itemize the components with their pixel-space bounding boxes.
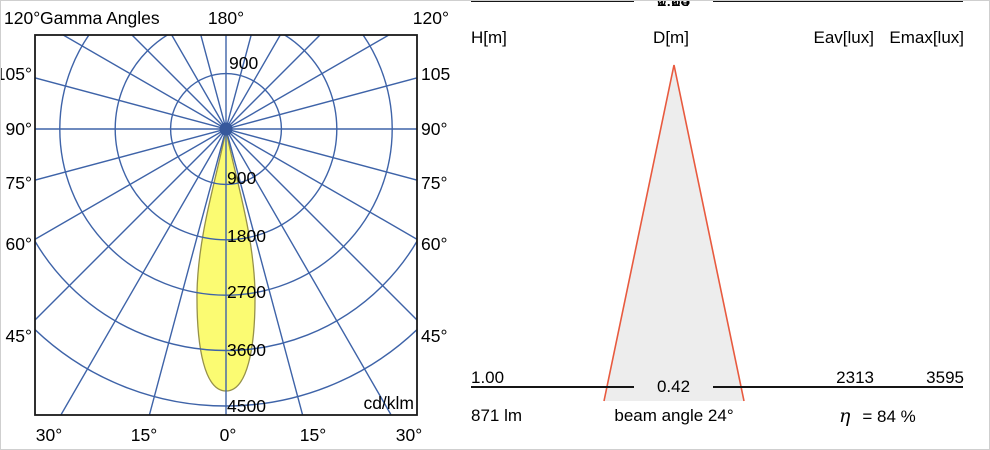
luminous-flux: 871 lm <box>471 406 523 425</box>
diameter-value: 0.42 <box>656 377 691 396</box>
gamma-label-right: 105° <box>421 64 451 84</box>
diameter-value: 0.84 <box>656 0 691 10</box>
ring-value: 900 <box>227 168 256 188</box>
gamma-corner-right: 120° <box>413 8 449 28</box>
beam-cone-edges <box>603 64 745 402</box>
plot-border <box>34 34 418 416</box>
diameter-value: 2.10 <box>656 0 691 10</box>
gamma-label-bottom: 0° <box>220 425 237 445</box>
diagram-title: Gamma Angles <box>40 8 160 28</box>
polar-diagram: 120° Gamma Angles 180° 120° 105° 90° 75°… <box>1 8 451 445</box>
diameter-value: 1.26 <box>656 0 691 10</box>
gamma-label-right: 45° <box>421 326 447 346</box>
polar-grid-rings <box>35 35 417 407</box>
beam-angle-label: beam angle 24° <box>614 406 734 425</box>
col-header-eav: Eav[lux] <box>813 28 874 47</box>
eta-symbol: η <box>839 405 851 427</box>
gamma-label-left: 105° <box>1 64 32 84</box>
col-header-height: H[m] <box>471 28 507 47</box>
ring-value-top: 900 <box>229 53 258 73</box>
row-line <box>713 1 963 2</box>
gamma-top-center: 180° <box>208 8 244 28</box>
row-line <box>713 386 963 388</box>
gamma-label-left: 75° <box>6 173 32 193</box>
gamma-label-left: 45° <box>6 326 32 346</box>
gamma-label-bottom: 30° <box>36 425 62 445</box>
gamma-corner-left: 120° <box>4 8 40 28</box>
eta-value: = 84 % <box>862 407 916 426</box>
unit-label: cd/klm <box>363 393 414 413</box>
ring-value: 1800 <box>227 226 266 246</box>
diameter-value: 1.68 <box>656 0 691 10</box>
gamma-label-bottom: 15° <box>300 425 326 445</box>
col-header-emax: Emax[lux] <box>889 28 964 47</box>
eav-value: 93 <box>771 1 874 2</box>
pole-dot <box>219 122 233 136</box>
gamma-label-left: 60° <box>6 234 32 254</box>
beam-cone-fill <box>604 65 744 401</box>
gamma-label-right: 90° <box>421 119 447 139</box>
eav-value: 2313 <box>836 368 874 387</box>
height-value: 5.00 <box>471 1 504 2</box>
row-line <box>471 386 634 388</box>
gamma-label-right: 75° <box>421 173 447 193</box>
ring-value: 3600 <box>227 340 266 360</box>
height-value: 1.00 <box>471 368 505 387</box>
efficiency-label: η = 84 % <box>839 406 916 427</box>
row-line <box>471 1 634 2</box>
ring-value: 2700 <box>227 282 266 302</box>
emax-value: 144 <box>864 1 964 2</box>
ring-value: 4500 <box>227 396 266 416</box>
gamma-label-bottom: 15° <box>131 425 157 445</box>
gamma-label-right: 60° <box>421 234 447 254</box>
gamma-label-left: 90° <box>6 119 32 139</box>
emax-value: 3595 <box>926 368 964 387</box>
gamma-label-bottom: 30° <box>396 425 422 445</box>
col-header-diameter: D[m] <box>653 28 689 47</box>
